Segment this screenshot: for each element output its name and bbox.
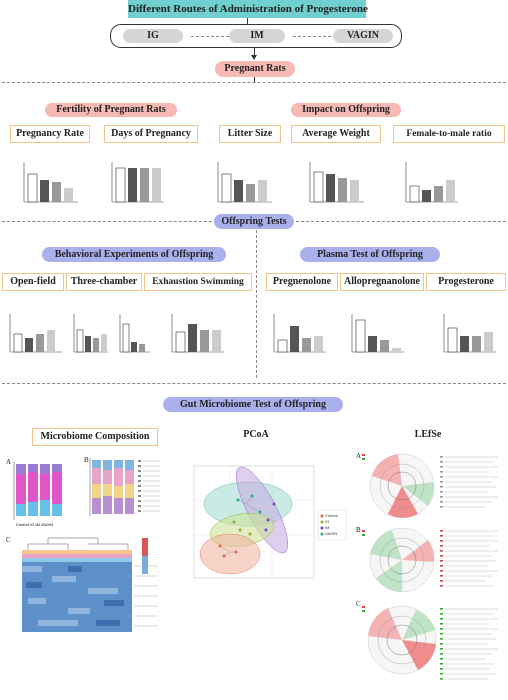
composition-stacked-chart-a: Control IG IM VAGIN — [13, 462, 62, 527]
composition-stacked-chart-b — [89, 458, 160, 516]
arrow-down-icon — [251, 55, 257, 60]
section-pcoa: PCoA — [243, 429, 269, 440]
tests-thumbnail-charts — [9, 314, 496, 353]
test-allopregnanolone: Allopregnanolone — [340, 273, 424, 291]
test-pregnenolone: Pregnenolone — [266, 273, 338, 291]
section-border — [2, 383, 506, 384]
connector-line — [254, 77, 255, 82]
metric-days-of-pregnancy: Days of Pregnancy — [104, 125, 198, 143]
pcoa-legend-ig: IG — [325, 519, 329, 524]
connector-line — [254, 47, 255, 57]
section-microbiome-composition: Microbiome Composition — [32, 428, 158, 446]
route-ig: IG — [123, 29, 183, 43]
lefse-letter-b: B — [356, 526, 361, 534]
fertility-header: Fertility of Pregnant Rats — [45, 103, 177, 117]
plasma-header: Plasma Test of Offspring — [300, 247, 440, 262]
metric-litter-size: Litter Size — [219, 125, 281, 143]
panel-letter-c: C — [6, 536, 11, 544]
fertility-thumbnail-charts — [23, 162, 458, 203]
route-divider — [293, 36, 331, 37]
lefse-cladograms — [362, 453, 498, 680]
metric-female-male-ratio: Female-to-male ratio — [393, 125, 505, 143]
pcoa-scatter-plot: Control IG IM VAGIN — [193, 465, 347, 579]
metric-average-weight: Average Weight — [291, 125, 381, 143]
section-border — [2, 221, 212, 222]
svg-text:Control IG IM VAGIN: Control IG IM VAGIN — [16, 522, 53, 527]
pcoa-legend-im: IM — [325, 525, 329, 530]
offspring-tests-label: Offspring Tests — [214, 214, 294, 229]
offspring-impact-header: Impact on Offspring — [291, 103, 401, 117]
route-vagin: VAGIN — [333, 29, 393, 43]
pregnant-rats-label: Pregnant Rats — [215, 61, 295, 77]
test-open-field: Open-field — [2, 273, 64, 291]
figure-title: Different Routes of Administration of Pr… — [128, 0, 368, 18]
test-exhaustion-swimming: Exhaustion Swimming — [144, 273, 252, 291]
lefse-letter-a: A — [356, 452, 362, 460]
metric-pregnancy-rate: Pregnancy Rate — [10, 125, 90, 143]
section-border — [2, 82, 506, 83]
section-border — [296, 221, 506, 222]
lefse-letter-c: C — [356, 600, 361, 608]
route-im: IM — [229, 29, 285, 43]
route-divider — [191, 36, 229, 37]
test-progesterone: Progesterone — [426, 273, 506, 291]
test-three-chamber: Three-chamber — [66, 273, 142, 291]
gut-header: Gut Microbiome Test of Offspring — [163, 397, 343, 412]
panel-letter-a: A — [6, 458, 12, 466]
section-lefse: LEfSe — [414, 429, 442, 440]
pcoa-legend-vagin: VAGIN — [325, 531, 337, 536]
panel-letter-b: B — [84, 456, 89, 464]
routes-container: IG IM VAGIN — [110, 24, 402, 48]
behavioral-header: Behavioral Experiments of Offspring — [42, 247, 226, 262]
composition-heatmap — [22, 537, 158, 632]
section-divider — [256, 230, 257, 378]
connector-line — [247, 18, 248, 24]
pcoa-legend-control: Control — [325, 513, 338, 518]
